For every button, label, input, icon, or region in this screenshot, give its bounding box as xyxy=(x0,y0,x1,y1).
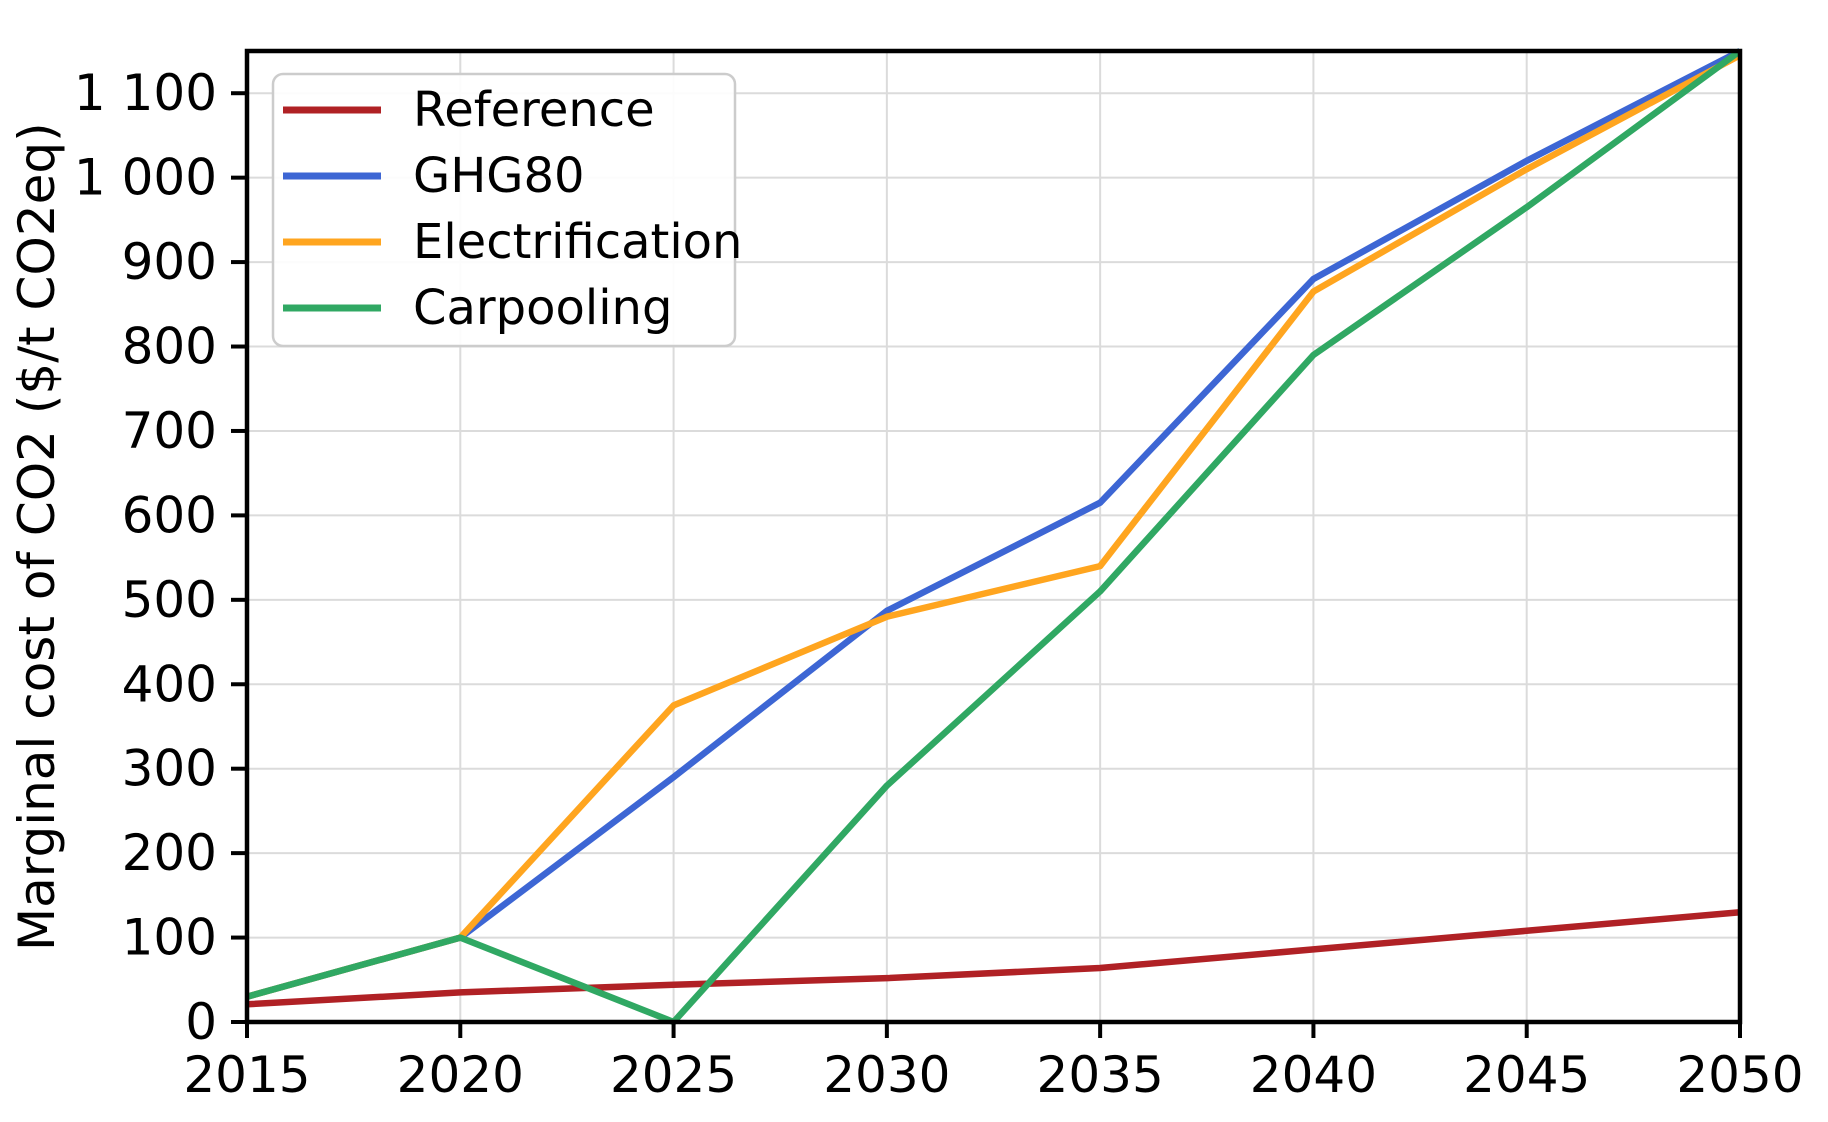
x-tick-label-2045: 2045 xyxy=(1463,1046,1590,1104)
legend-item-carpooling: Carpooling xyxy=(283,280,672,336)
x-tick-label-2020: 2020 xyxy=(397,1046,524,1104)
y-tick-label-100: 100 xyxy=(122,909,217,967)
x-tick-label-2050: 2050 xyxy=(1676,1046,1803,1104)
x-tick-label-2030: 2030 xyxy=(823,1046,950,1104)
y-tick-label-900: 900 xyxy=(122,233,217,291)
legend: Reference GHG80 Electrification Carpooling xyxy=(271,72,742,348)
y-tick-label-300: 300 xyxy=(122,740,217,798)
legend-label-ghg80: GHG80 xyxy=(413,148,585,204)
y-tick-label-0: 0 xyxy=(185,993,217,1051)
series-line-carpooling xyxy=(246,48,1742,1026)
y-tick-label-200: 200 xyxy=(122,824,217,882)
y-tick-label-400: 400 xyxy=(122,655,217,713)
y-tick-label-1100: 1 100 xyxy=(74,64,217,122)
x-tick-label-2025: 2025 xyxy=(610,1046,737,1104)
legend-item-reference: Reference xyxy=(283,82,655,138)
y-axis-label: Marginal cost of CO2 ($/t CO2eq) xyxy=(8,122,66,951)
x-tick-label-2035: 2035 xyxy=(1037,1046,1164,1104)
series-line-electrification xyxy=(246,52,1742,1000)
y-tick-label-500: 500 xyxy=(122,571,217,629)
legend-label-reference: Reference xyxy=(413,82,655,138)
series-line-ghg80 xyxy=(246,48,1742,1000)
y-tick-label-800: 800 xyxy=(122,318,217,376)
y-tick-label-600: 600 xyxy=(122,486,217,544)
legend-item-electrification: Electrification xyxy=(283,214,742,270)
series-lines xyxy=(246,48,1742,1026)
x-tick-label-2040: 2040 xyxy=(1250,1046,1377,1104)
legend-label-electrification: Electrification xyxy=(413,214,742,270)
x-tick-label-2015: 2015 xyxy=(183,1046,310,1104)
axes-ticks: 2015 2020 2025 2030 2035 2040 2045 2050 0 100 200 3… xyxy=(74,64,1804,1104)
legend-box xyxy=(271,72,737,348)
y-tick-label-700: 700 xyxy=(122,402,217,460)
series-line-reference xyxy=(246,908,1741,1008)
plot-border xyxy=(244,48,1743,1025)
legend-label-carpooling: Carpooling xyxy=(413,280,672,336)
y-tick-label-1000: 1 000 xyxy=(74,149,217,207)
legend-item-ghg80: GHG80 xyxy=(283,148,585,204)
